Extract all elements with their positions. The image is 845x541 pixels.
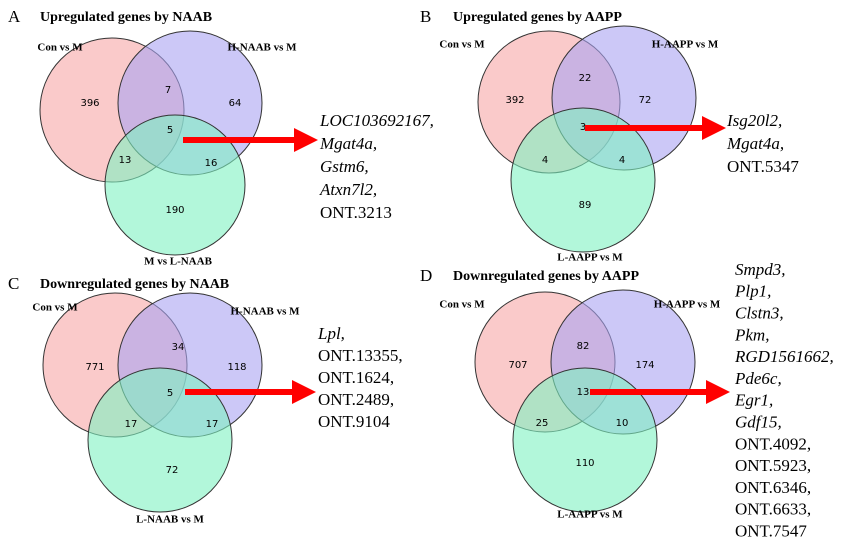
region-count: 190 [165,205,184,216]
gene-label: ONT.5347 [727,157,799,176]
gene-label: Lpl, [317,324,345,343]
region-count: 5 [167,125,173,136]
set-label: L-NAAB vs M [136,514,204,526]
gene-label: Plp1, [734,282,771,301]
region-count: 13 [577,387,590,398]
gene-label: Gdf15, [735,413,782,432]
set-label: L-AAPP vs M [557,509,623,521]
gene-label: ONT.4092, [735,434,811,453]
gene-label: ONT.1624, [318,368,394,387]
region-count: 7 [165,85,171,96]
gene-label: Atxn7l2, [319,180,377,199]
panel-letter: C [8,274,19,293]
region-count: 3 [580,122,586,133]
venn-circle [104,114,246,256]
set-label: L-AAPP vs M [557,252,623,264]
set-label: Con vs M [37,42,83,54]
panel-letter: B [420,7,431,26]
gene-label: Mgat4a, [319,134,377,153]
region-count: 396 [80,98,99,109]
gene-label: RGD1561662, [734,347,834,366]
gene-label: ONT.7547 [735,522,807,541]
region-count: 25 [536,418,549,429]
region-count: 118 [227,362,246,373]
region-count: 392 [505,95,524,106]
gene-label: Egr1, [734,391,773,410]
region-count: 16 [205,158,218,169]
region-count: 174 [635,360,654,371]
region-count: 72 [639,95,652,106]
region-count: 4 [542,155,548,166]
gene-label: Isg20l2, [726,111,782,130]
set-label: H-AAPP vs M [654,299,721,311]
set-label: Con vs M [32,302,78,314]
panel-title: Downregulated genes by NAAB [40,277,229,292]
region-count: 5 [167,388,173,399]
region-count: 64 [229,98,242,109]
panel-title: Downregulated genes by AAPP [453,269,639,284]
gene-label: Pkm, [734,325,769,344]
set-label: H-NAAB vs M [227,42,297,54]
region-count: 17 [125,419,138,430]
region-count: 4 [619,155,625,166]
region-count: 89 [579,200,592,211]
gene-label: ONT.5923, [735,456,811,475]
region-count: 110 [575,458,594,469]
gene-label: ONT.2489, [318,390,394,409]
gene-label: ONT.9104 [318,412,390,431]
gene-label: ONT.6346, [735,478,811,497]
region-count: 17 [206,419,219,430]
region-count: 13 [119,155,132,166]
set-label: Con vs M [439,39,485,51]
panel-title: Upregulated genes by AAPP [453,10,622,25]
venn-circle [512,367,658,513]
panel-letter: A [8,7,21,26]
panel-title: Upregulated genes by NAAB [40,10,212,25]
region-count: 707 [508,360,527,371]
gene-label: Mgat4a, [726,134,784,153]
region-count: 10 [616,418,629,429]
set-label: H-AAPP vs M [652,39,719,51]
set-label: M vs L-NAAB [144,256,212,268]
gene-label: ONT.13355, [318,346,403,365]
gene-label: Pde6c, [734,369,782,388]
gene-label: LOC103692167, [319,111,434,130]
gene-label: Smpd3, [735,260,786,279]
region-count: 82 [577,341,590,352]
set-label: H-NAAB vs M [230,306,300,318]
gene-label: ONT.6633, [735,500,811,519]
gene-label: Gstm6, [320,157,369,176]
panel-letter: D [420,266,432,285]
venn-circle [87,367,233,513]
region-count: 34 [172,342,185,353]
gene-label: Clstn3, [735,304,784,323]
gene-label: ONT.3213 [320,203,392,222]
region-count: 22 [579,73,592,84]
venn-circle [510,107,656,253]
set-label: Con vs M [439,299,485,311]
region-count: 771 [85,362,104,373]
region-count: 72 [166,465,179,476]
